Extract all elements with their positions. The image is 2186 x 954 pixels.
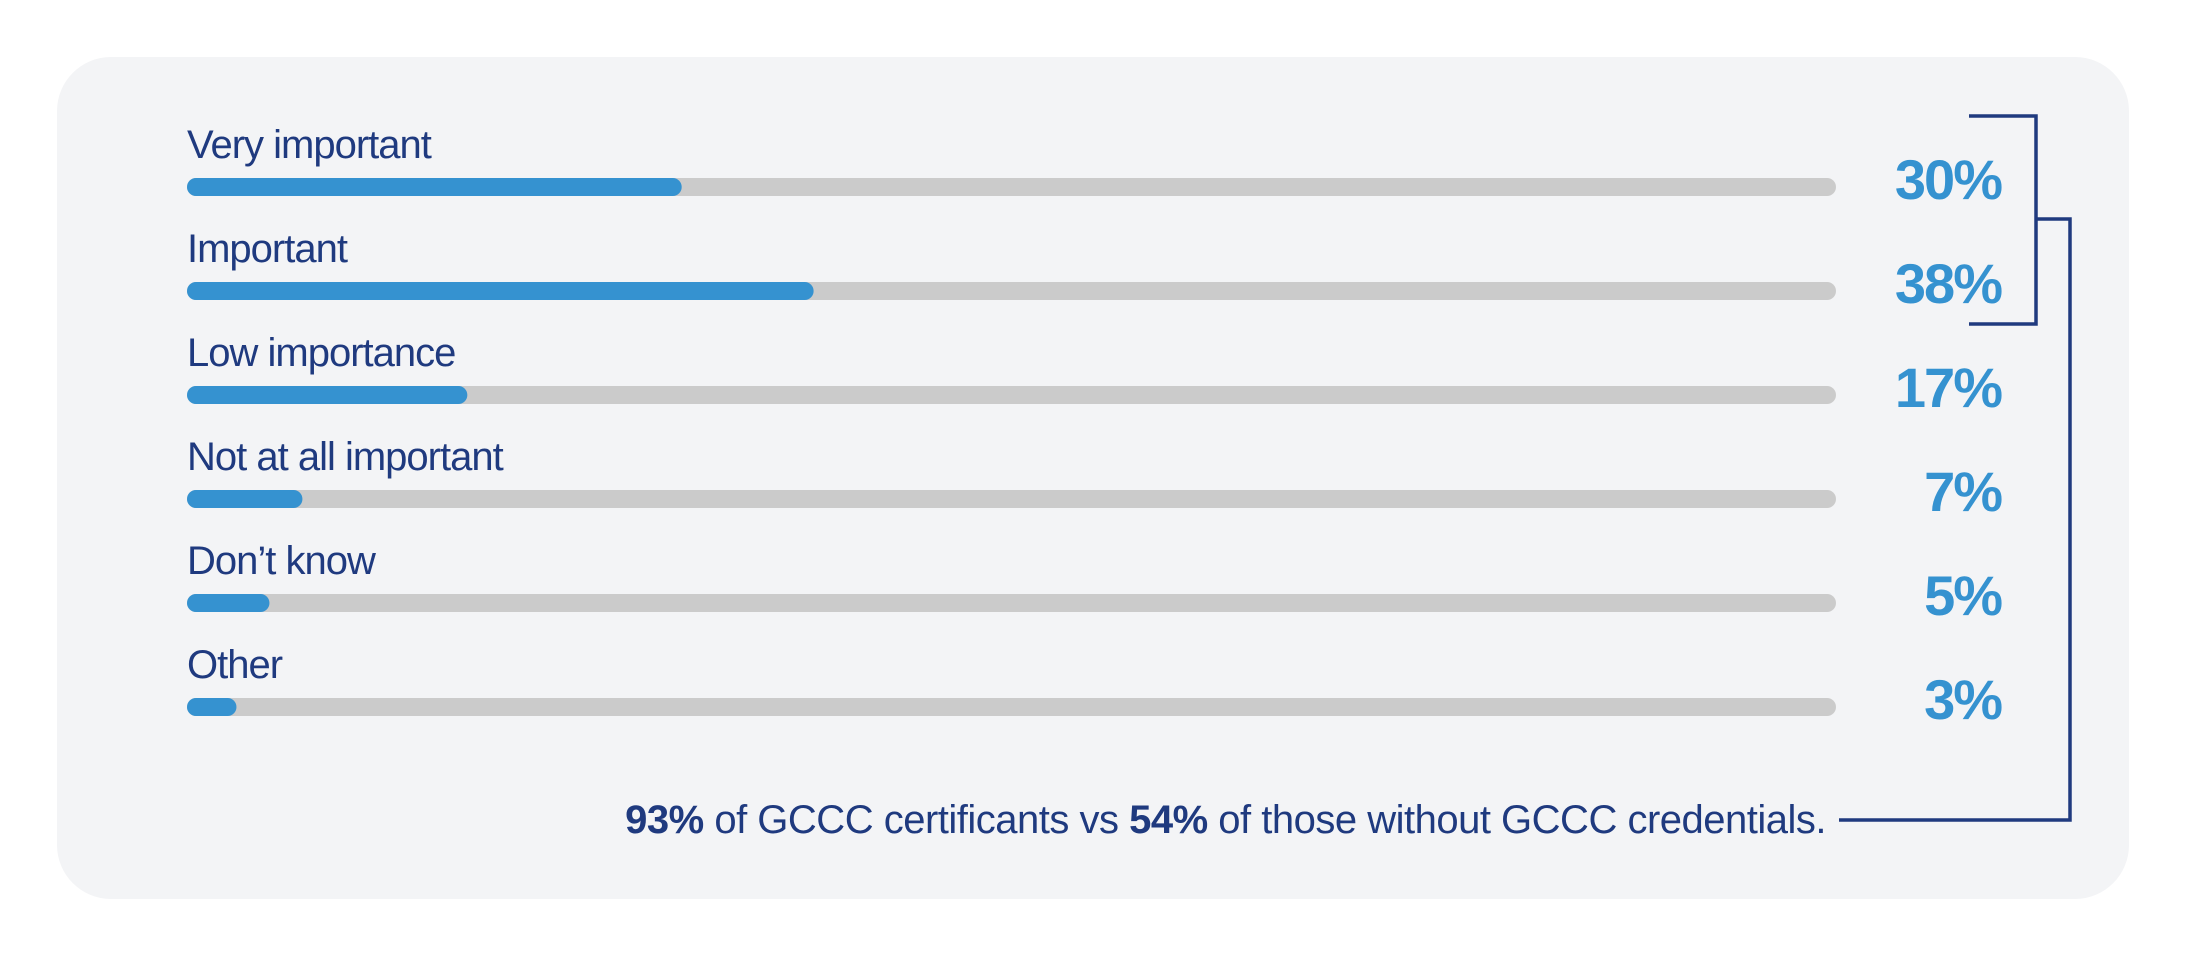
bar-track (187, 698, 1836, 716)
bar (187, 178, 682, 196)
value-label: 3% (1924, 668, 2002, 731)
bar-track (187, 386, 1836, 404)
value-label: 38% (1895, 252, 2002, 315)
annotation-stat-certified: 93% (625, 798, 704, 842)
annotation-note: 93% of GCCC certificants vs 54% of those… (625, 798, 1826, 842)
category-label: Other (187, 643, 283, 687)
annotation-stat-uncertified: 54% (1129, 798, 1208, 842)
value-label: 7% (1924, 460, 2002, 523)
bar (187, 490, 303, 508)
value-label: 30% (1895, 148, 2002, 211)
bar (187, 282, 814, 300)
chart-card (57, 57, 2129, 899)
annotation-text-2: of those without GCCC credentials. (1208, 798, 1826, 842)
value-label: 17% (1895, 356, 2002, 419)
bar (187, 594, 270, 612)
bar (187, 386, 468, 404)
chart-rows: Very important 30% Important 38% Low importa… (187, 123, 2004, 731)
bracket-annotation-connector (1839, 217, 2072, 822)
bar-track (187, 490, 1836, 508)
category-label: Important (187, 227, 348, 271)
annotation-text-1: of GCCC certificants vs (704, 798, 1129, 842)
value-label: 5% (1924, 564, 2002, 627)
bar-track (187, 594, 1836, 612)
bar (187, 698, 237, 716)
category-label: Very important (187, 123, 432, 167)
category-label: Low importance (187, 331, 455, 375)
category-label: Not at all important (187, 435, 504, 479)
category-label: Don’t know (187, 539, 376, 583)
